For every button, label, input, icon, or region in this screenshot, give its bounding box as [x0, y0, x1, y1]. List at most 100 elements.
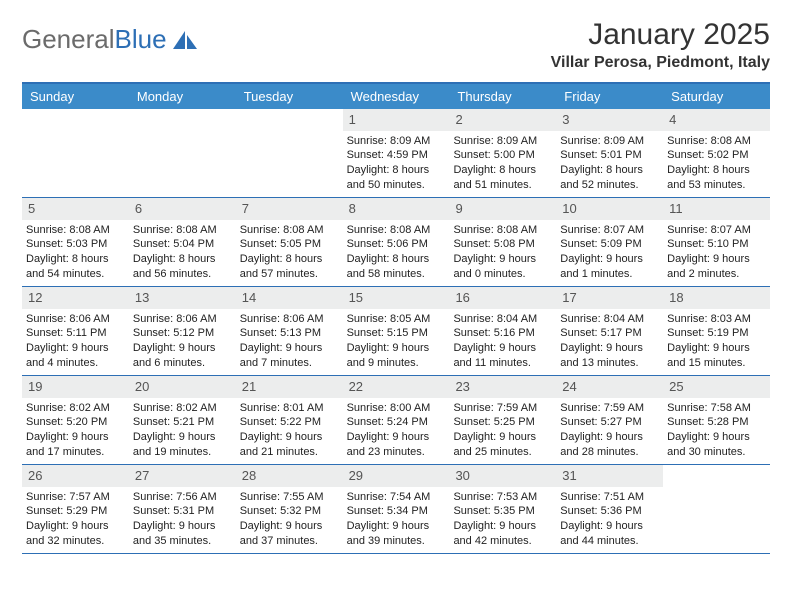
logo-text-blue: Blue	[115, 24, 167, 55]
day-number: 15	[343, 287, 450, 309]
day-number: 28	[236, 465, 343, 487]
calendar-day-cell: 24Sunrise: 7:59 AMSunset: 5:27 PMDayligh…	[556, 376, 663, 464]
day-details: Sunrise: 8:06 AMSunset: 5:12 PMDaylight:…	[129, 311, 236, 375]
day-number: 11	[663, 198, 770, 220]
calendar-day-cell: 9Sunrise: 8:08 AMSunset: 5:08 PMDaylight…	[449, 198, 556, 286]
day-number: 25	[663, 376, 770, 398]
weekday-header: Wednesday	[343, 84, 450, 109]
day-number: 13	[129, 287, 236, 309]
calendar-day-cell: 17Sunrise: 8:04 AMSunset: 5:17 PMDayligh…	[556, 287, 663, 375]
calendar-week-row: 12Sunrise: 8:06 AMSunset: 5:11 PMDayligh…	[22, 287, 770, 376]
day-number: 24	[556, 376, 663, 398]
calendar-week-row: 26Sunrise: 7:57 AMSunset: 5:29 PMDayligh…	[22, 465, 770, 554]
weekday-header: Monday	[129, 84, 236, 109]
day-number: 7	[236, 198, 343, 220]
day-details: Sunrise: 8:05 AMSunset: 5:15 PMDaylight:…	[343, 311, 450, 375]
day-details: Sunrise: 8:04 AMSunset: 5:17 PMDaylight:…	[556, 311, 663, 375]
calendar-day-cell: 2Sunrise: 8:09 AMSunset: 5:00 PMDaylight…	[449, 109, 556, 197]
weekday-header: Thursday	[449, 84, 556, 109]
day-number: 29	[343, 465, 450, 487]
calendar-day-cell: 22Sunrise: 8:00 AMSunset: 5:24 PMDayligh…	[343, 376, 450, 464]
day-number: 4	[663, 109, 770, 131]
day-number: 3	[556, 109, 663, 131]
day-number: 5	[22, 198, 129, 220]
day-details: Sunrise: 8:07 AMSunset: 5:10 PMDaylight:…	[663, 222, 770, 286]
day-details: Sunrise: 8:00 AMSunset: 5:24 PMDaylight:…	[343, 400, 450, 464]
calendar-day-cell: 23Sunrise: 7:59 AMSunset: 5:25 PMDayligh…	[449, 376, 556, 464]
day-details: Sunrise: 7:54 AMSunset: 5:34 PMDaylight:…	[343, 489, 450, 553]
day-details: Sunrise: 8:02 AMSunset: 5:20 PMDaylight:…	[22, 400, 129, 464]
day-number: 10	[556, 198, 663, 220]
day-details: Sunrise: 7:51 AMSunset: 5:36 PMDaylight:…	[556, 489, 663, 553]
calendar-day-cell: 13Sunrise: 8:06 AMSunset: 5:12 PMDayligh…	[129, 287, 236, 375]
calendar-day-cell: 4Sunrise: 8:08 AMSunset: 5:02 PMDaylight…	[663, 109, 770, 197]
calendar-day-cell: 3Sunrise: 8:09 AMSunset: 5:01 PMDaylight…	[556, 109, 663, 197]
day-details: Sunrise: 8:09 AMSunset: 4:59 PMDaylight:…	[343, 133, 450, 197]
day-number: 27	[129, 465, 236, 487]
calendar-day-cell: 29Sunrise: 7:54 AMSunset: 5:34 PMDayligh…	[343, 465, 450, 553]
day-details: Sunrise: 7:53 AMSunset: 5:35 PMDaylight:…	[449, 489, 556, 553]
calendar-day-cell: 1Sunrise: 8:09 AMSunset: 4:59 PMDaylight…	[343, 109, 450, 197]
title-block: January 2025 Villar Perosa, Piedmont, It…	[551, 18, 770, 72]
day-number: 20	[129, 376, 236, 398]
day-details: Sunrise: 8:08 AMSunset: 5:05 PMDaylight:…	[236, 222, 343, 286]
calendar-day-cell: 10Sunrise: 8:07 AMSunset: 5:09 PMDayligh…	[556, 198, 663, 286]
month-title: January 2025	[551, 18, 770, 52]
calendar-day-cell: .	[129, 109, 236, 197]
calendar-week-row: . . . 1Sunrise: 8:09 AMSunset: 4:59 PMDa…	[22, 109, 770, 198]
day-details: Sunrise: 8:08 AMSunset: 5:08 PMDaylight:…	[449, 222, 556, 286]
calendar-day-cell: .	[22, 109, 129, 197]
day-details: Sunrise: 8:08 AMSunset: 5:02 PMDaylight:…	[663, 133, 770, 197]
day-details: Sunrise: 8:03 AMSunset: 5:19 PMDaylight:…	[663, 311, 770, 375]
calendar-day-cell: 7Sunrise: 8:08 AMSunset: 5:05 PMDaylight…	[236, 198, 343, 286]
calendar-day-cell: .	[236, 109, 343, 197]
location: Villar Perosa, Piedmont, Italy	[551, 54, 770, 72]
day-details: Sunrise: 7:58 AMSunset: 5:28 PMDaylight:…	[663, 400, 770, 464]
calendar-week-row: 5Sunrise: 8:08 AMSunset: 5:03 PMDaylight…	[22, 198, 770, 287]
day-number: 23	[449, 376, 556, 398]
calendar-day-cell: 26Sunrise: 7:57 AMSunset: 5:29 PMDayligh…	[22, 465, 129, 553]
day-details: Sunrise: 7:59 AMSunset: 5:25 PMDaylight:…	[449, 400, 556, 464]
logo: GeneralBlue	[22, 18, 199, 55]
day-number: 26	[22, 465, 129, 487]
calendar-day-cell: 19Sunrise: 8:02 AMSunset: 5:20 PMDayligh…	[22, 376, 129, 464]
calendar-day-cell: 20Sunrise: 8:02 AMSunset: 5:21 PMDayligh…	[129, 376, 236, 464]
calendar-day-cell: 5Sunrise: 8:08 AMSunset: 5:03 PMDaylight…	[22, 198, 129, 286]
weekday-header: Friday	[556, 84, 663, 109]
logo-sail-icon	[171, 29, 199, 51]
header: GeneralBlue January 2025 Villar Perosa, …	[22, 18, 770, 72]
day-number: 6	[129, 198, 236, 220]
day-number: 19	[22, 376, 129, 398]
day-number: 17	[556, 287, 663, 309]
day-number: 1	[343, 109, 450, 131]
day-details: Sunrise: 8:06 AMSunset: 5:11 PMDaylight:…	[22, 311, 129, 375]
weekday-header: Tuesday	[236, 84, 343, 109]
day-details: Sunrise: 8:01 AMSunset: 5:22 PMDaylight:…	[236, 400, 343, 464]
calendar-day-cell: 16Sunrise: 8:04 AMSunset: 5:16 PMDayligh…	[449, 287, 556, 375]
day-details: Sunrise: 7:55 AMSunset: 5:32 PMDaylight:…	[236, 489, 343, 553]
day-number: 18	[663, 287, 770, 309]
weekday-header: Sunday	[22, 84, 129, 109]
day-details: Sunrise: 8:06 AMSunset: 5:13 PMDaylight:…	[236, 311, 343, 375]
day-details: Sunrise: 7:56 AMSunset: 5:31 PMDaylight:…	[129, 489, 236, 553]
day-details: Sunrise: 8:08 AMSunset: 5:04 PMDaylight:…	[129, 222, 236, 286]
calendar-day-cell: 6Sunrise: 8:08 AMSunset: 5:04 PMDaylight…	[129, 198, 236, 286]
calendar-day-cell: 18Sunrise: 8:03 AMSunset: 5:19 PMDayligh…	[663, 287, 770, 375]
day-number: 16	[449, 287, 556, 309]
calendar-day-cell: 15Sunrise: 8:05 AMSunset: 5:15 PMDayligh…	[343, 287, 450, 375]
calendar-body: . . . 1Sunrise: 8:09 AMSunset: 4:59 PMDa…	[22, 109, 770, 554]
calendar-week-row: 19Sunrise: 8:02 AMSunset: 5:20 PMDayligh…	[22, 376, 770, 465]
weekday-header: Saturday	[663, 84, 770, 109]
calendar-day-cell: 28Sunrise: 7:55 AMSunset: 5:32 PMDayligh…	[236, 465, 343, 553]
day-number: 30	[449, 465, 556, 487]
day-details: Sunrise: 8:07 AMSunset: 5:09 PMDaylight:…	[556, 222, 663, 286]
day-number: 9	[449, 198, 556, 220]
calendar-day-cell: 8Sunrise: 8:08 AMSunset: 5:06 PMDaylight…	[343, 198, 450, 286]
day-number: 22	[343, 376, 450, 398]
day-details: Sunrise: 8:02 AMSunset: 5:21 PMDaylight:…	[129, 400, 236, 464]
day-details: Sunrise: 8:08 AMSunset: 5:03 PMDaylight:…	[22, 222, 129, 286]
calendar-day-cell: 27Sunrise: 7:56 AMSunset: 5:31 PMDayligh…	[129, 465, 236, 553]
weekday-header-row: SundayMondayTuesdayWednesdayThursdayFrid…	[22, 84, 770, 109]
logo-text-gray: General	[22, 24, 115, 55]
calendar-day-cell: 21Sunrise: 8:01 AMSunset: 5:22 PMDayligh…	[236, 376, 343, 464]
